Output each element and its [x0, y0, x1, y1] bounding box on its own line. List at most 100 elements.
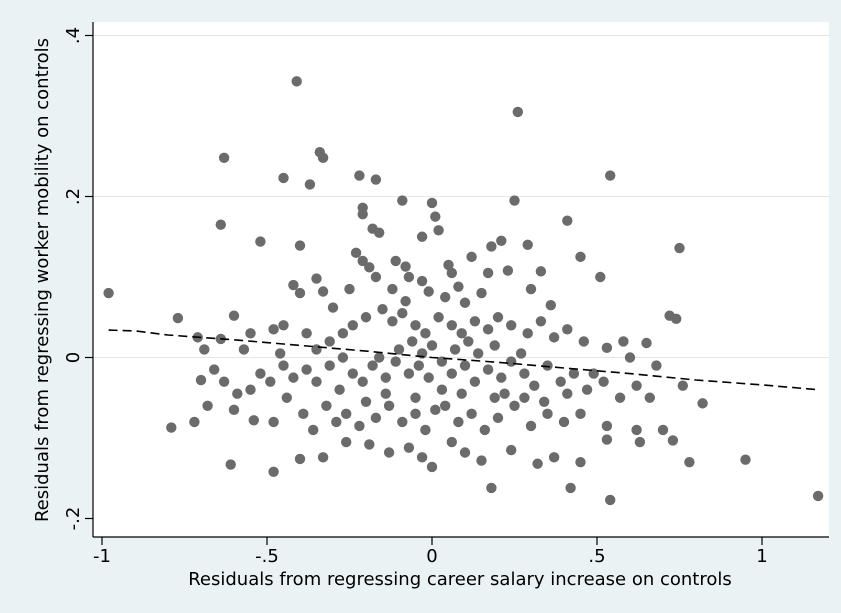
- scatter-point: [209, 364, 220, 375]
- scatter-point: [255, 368, 266, 379]
- x-axis-title: Residuals from regressing career salary …: [188, 569, 732, 590]
- scatter-point: [347, 320, 358, 331]
- scatter-point: [506, 356, 517, 367]
- scatter-point: [393, 344, 405, 355]
- scatter-point: [509, 195, 520, 206]
- scatter-point: [370, 412, 382, 424]
- scatter-point: [301, 328, 312, 339]
- scatter-point: [565, 482, 576, 494]
- scatter-point: [199, 344, 210, 355]
- scatter-point: [492, 312, 504, 323]
- scatter-point: [522, 239, 533, 250]
- x-tick-label: 0: [426, 546, 437, 567]
- scatter-point: [466, 408, 477, 420]
- x-tick-label: -1: [93, 546, 111, 567]
- scatter-point: [416, 231, 428, 242]
- scatter-point: [499, 388, 510, 399]
- scatter-point: [410, 392, 421, 403]
- scatter-point: [562, 324, 573, 335]
- scatter-point: [522, 328, 533, 339]
- scatter-point: [476, 287, 487, 299]
- scatter-point: [466, 251, 477, 263]
- scatter-point: [301, 364, 312, 375]
- scatter-point: [390, 356, 401, 367]
- scatter-point: [453, 416, 464, 428]
- scatter-point: [426, 340, 438, 351]
- scatter-point: [324, 360, 335, 371]
- scatter-point: [228, 404, 240, 416]
- x-tick-label: -.5: [255, 546, 279, 567]
- scatter-point: [581, 384, 593, 395]
- scatter-point: [674, 242, 685, 254]
- scatter-point: [400, 261, 411, 272]
- scatter-point: [416, 275, 428, 287]
- scatter-point: [278, 172, 289, 184]
- scatter-point: [403, 442, 415, 453]
- axes: -1 -.5 0 .5 1 -.2 0 .2 .4: [63, 22, 829, 567]
- scatter-point: [317, 286, 329, 297]
- scatter-point: [624, 352, 636, 363]
- scatter-point: [248, 415, 259, 426]
- scatter-point: [278, 320, 289, 331]
- scatter-point: [459, 360, 471, 371]
- scatter-point: [548, 332, 560, 343]
- scatter-point: [420, 424, 431, 436]
- scatter-point: [380, 388, 391, 399]
- scatter-point: [486, 482, 497, 494]
- scatter-point: [383, 400, 395, 411]
- scatter-point: [172, 312, 184, 324]
- scatter-point: [575, 251, 586, 263]
- scatter-point: [321, 400, 332, 411]
- scatter-point: [374, 352, 385, 363]
- scatter-point: [357, 209, 368, 220]
- scatter-point: [644, 392, 655, 403]
- scatter-point: [463, 336, 474, 347]
- scatter-point: [281, 392, 292, 403]
- scatter-point: [453, 281, 464, 292]
- scatter-point: [605, 170, 616, 181]
- scatter-point: [426, 461, 438, 473]
- scatter-point: [492, 412, 504, 424]
- scatter-point: [529, 380, 540, 391]
- scatter-point: [215, 219, 226, 230]
- scatter-point: [268, 324, 279, 335]
- scatter-point: [575, 456, 586, 468]
- scatter-point: [407, 336, 418, 347]
- scatter-point: [545, 299, 556, 311]
- scatter-point: [275, 348, 286, 359]
- scatter-point: [218, 152, 230, 164]
- scatter-point: [228, 310, 240, 321]
- scatter-point: [509, 400, 520, 411]
- scatter-point: [311, 376, 322, 387]
- scatter-point: [202, 400, 213, 411]
- scatter-point: [578, 336, 589, 347]
- scatter-point: [482, 324, 494, 335]
- scatter-point: [327, 302, 339, 313]
- scatter-point: [489, 340, 500, 351]
- scatter-point: [456, 388, 467, 399]
- scatter-point: [456, 328, 467, 339]
- scatter-point: [103, 287, 114, 299]
- scatter-point: [539, 396, 550, 407]
- scatter-point: [337, 328, 349, 339]
- scatter-point: [598, 376, 609, 387]
- scatter-point: [548, 452, 560, 463]
- scatter-point: [374, 227, 385, 238]
- scatter-point: [420, 328, 431, 339]
- scatter-point: [667, 435, 679, 446]
- scatter-point: [288, 372, 299, 383]
- scatter-point: [459, 297, 471, 308]
- scatter-point: [812, 490, 824, 502]
- y-tick-label: 0: [63, 352, 84, 363]
- scatter-point: [416, 452, 428, 463]
- scatter-point: [433, 312, 444, 323]
- y-axis-title: Residuals from regressing worker mobilit…: [32, 38, 53, 522]
- scatter-point: [225, 459, 236, 470]
- scatter-point: [446, 436, 457, 448]
- scatter-point: [506, 320, 517, 331]
- scatter-point: [440, 291, 451, 303]
- scatter-point: [525, 283, 537, 295]
- scatter-point: [317, 152, 329, 164]
- scatter-point: [575, 408, 586, 420]
- scatter-point: [367, 360, 378, 371]
